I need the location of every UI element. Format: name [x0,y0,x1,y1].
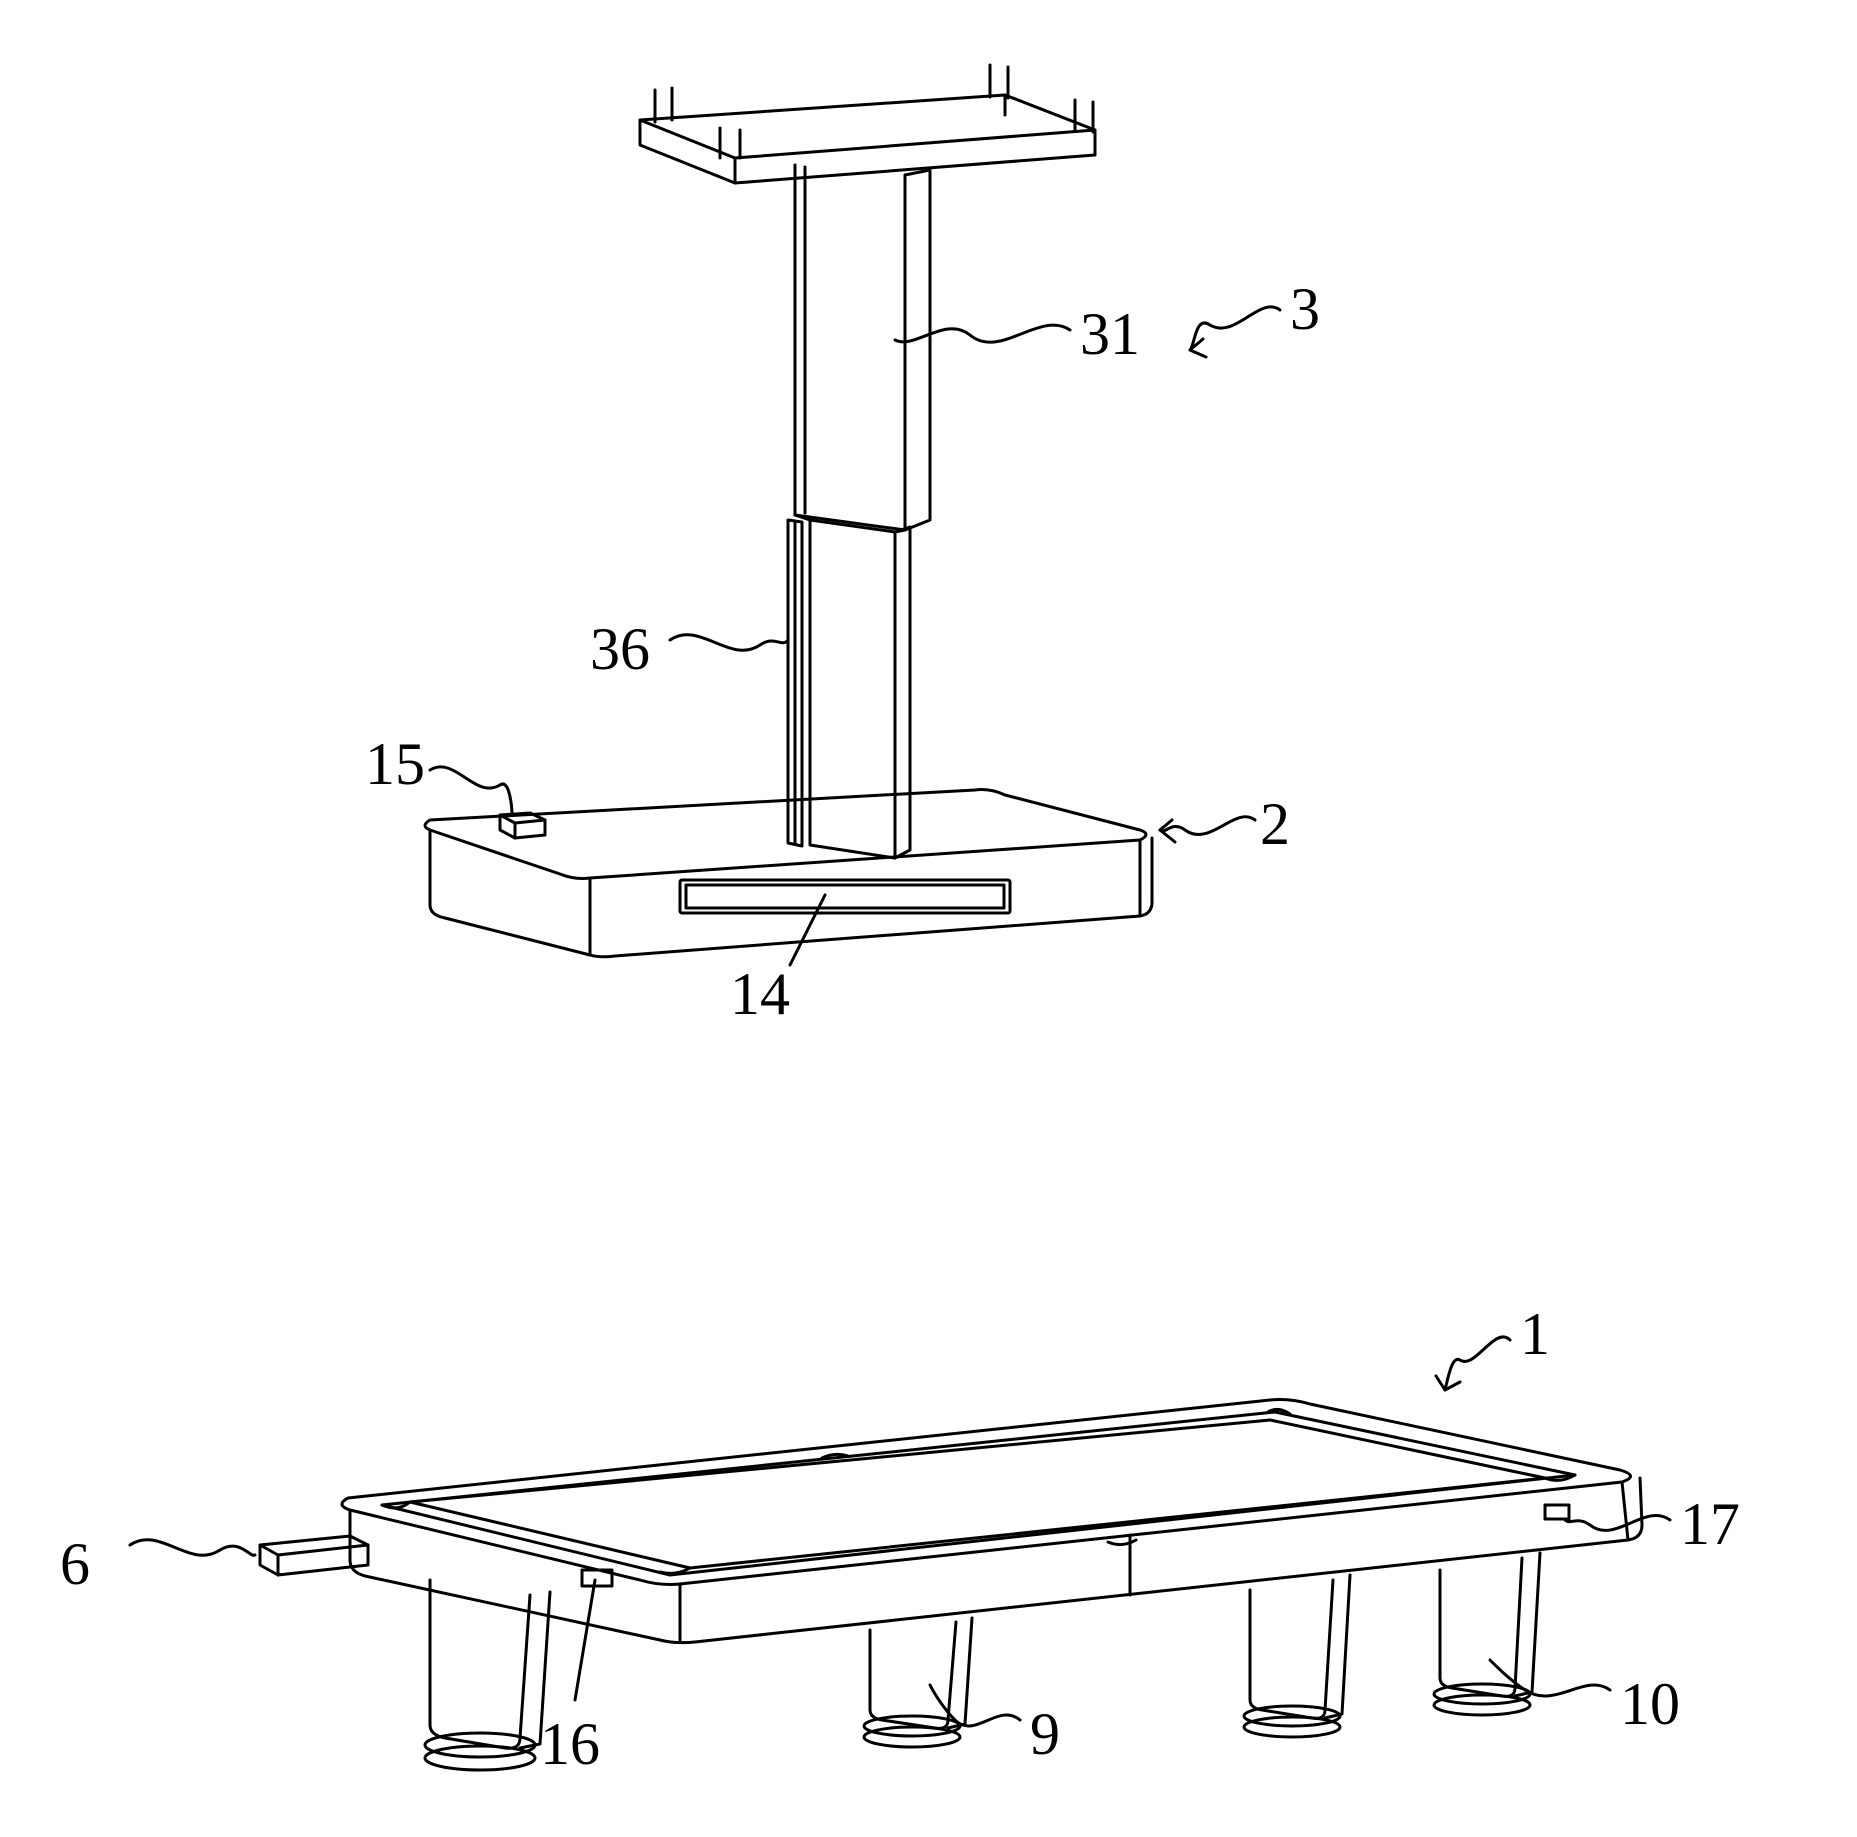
label-31: 31 [1080,300,1140,369]
leg-front-left [425,1580,550,1770]
outer-column-31 [795,165,930,530]
label-36: 36 [590,615,650,684]
label-14: 14 [730,960,790,1029]
figure-svg [0,0,1857,1837]
label-9: 9 [1030,1700,1060,1769]
label-6: 6 [60,1530,90,1599]
label-17: 17 [1680,1490,1740,1559]
inner-column-36 [788,515,910,858]
leg-front-right [1244,1575,1350,1737]
top-bracket [640,65,1095,183]
leg-back-left-9 [864,1618,972,1747]
label-2: 2 [1260,790,1290,859]
label-15: 15 [365,730,425,799]
label-3: 3 [1290,275,1320,344]
label-16: 16 [540,1710,600,1779]
label-1: 1 [1520,1300,1550,1369]
label-10: 10 [1620,1670,1680,1739]
